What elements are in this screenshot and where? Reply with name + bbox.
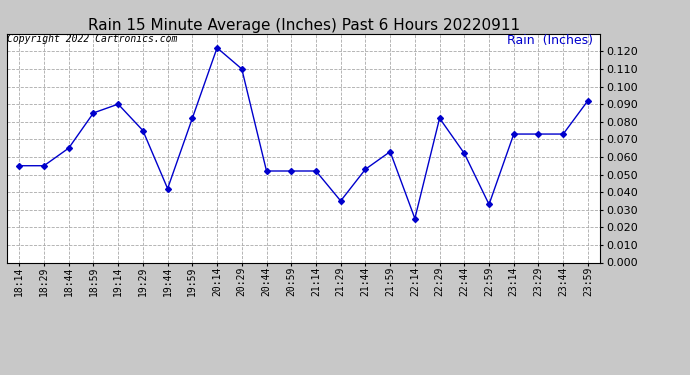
Title: Rain 15 Minute Average (Inches) Past 6 Hours 20220911: Rain 15 Minute Average (Inches) Past 6 H… bbox=[88, 18, 520, 33]
Text: Copyright 2022 Cartronics.com: Copyright 2022 Cartronics.com bbox=[7, 34, 177, 44]
Text: Rain  (Inches): Rain (Inches) bbox=[507, 34, 593, 47]
